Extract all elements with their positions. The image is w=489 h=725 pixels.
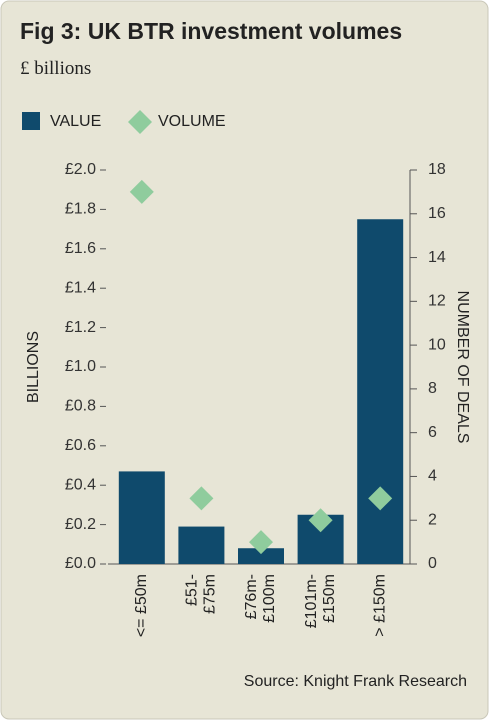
y2-tick-label: 0	[428, 555, 437, 572]
bar	[118, 471, 165, 564]
y2-tick-label: 12	[428, 293, 446, 310]
y2-tick-label: 6	[428, 424, 437, 441]
y-tick-label: £0.6	[65, 437, 96, 454]
y2-tick-label: 16	[428, 205, 446, 222]
volume-marker	[249, 530, 273, 555]
y2-tick-label: 8	[428, 380, 437, 397]
x-tick-line: <= £50m	[133, 574, 150, 637]
volume-marker	[189, 486, 214, 511]
y-tick-label: £0.4	[65, 476, 96, 493]
legend-swatch	[128, 110, 152, 134]
volume-marker	[308, 508, 333, 533]
source-note: Source: Knight Frank Research	[244, 673, 467, 690]
y-tick-label: £0.8	[65, 398, 96, 415]
y-tick-label: £1.6	[65, 240, 96, 257]
chart-subtitle: £ billions	[20, 58, 91, 79]
x-tick-line: £101m-	[303, 574, 320, 628]
legend-swatch	[22, 112, 40, 130]
x-tick-label: £101m-£150m	[303, 574, 338, 628]
x-tick-line: £51-	[184, 574, 201, 606]
x-tick-label: £51-£75m	[184, 574, 219, 614]
y-tick-label: £2.0	[65, 161, 96, 178]
y-tick-label: £1.0	[65, 358, 96, 375]
y-tick-label: £1.8	[65, 201, 96, 218]
x-tick-line: £75m	[202, 574, 219, 614]
y-tick-label: £0.0	[65, 555, 96, 572]
volume-marker	[129, 179, 154, 204]
x-tick-line: > £150m	[371, 574, 388, 637]
x-tick-line: £76m-	[243, 574, 260, 619]
x-tick-label: £76m-£100m	[243, 574, 278, 623]
y-tick-label: £0.2	[65, 516, 96, 533]
y2-tick-label: 4	[428, 468, 437, 485]
chart-title: Fig 3: UK BTR investment volumes	[20, 18, 402, 44]
volume-marker	[368, 486, 393, 511]
bar	[178, 526, 225, 564]
y2-tick-label: 2	[428, 511, 437, 528]
bar	[357, 219, 404, 564]
y2-tick-label: 10	[428, 336, 446, 353]
legend-label: VALUE	[50, 113, 101, 130]
bar	[238, 548, 284, 564]
y-tick-label: £1.2	[65, 319, 96, 336]
x-tick-label: <= £50m	[133, 574, 150, 637]
x-tick-label: > £150m	[371, 574, 388, 637]
x-tick-line: £150m	[321, 574, 338, 623]
y-tick-label: £1.4	[65, 279, 96, 296]
y2-tick-label: 18	[428, 161, 446, 178]
y-axis-label: BILLIONS	[25, 331, 42, 403]
y2-axis-label: NUMBER OF DEALS	[454, 291, 471, 444]
legend-label: VOLUME	[158, 113, 226, 130]
x-tick-line: £100m	[261, 574, 278, 623]
y2-tick-label: 14	[428, 249, 446, 266]
